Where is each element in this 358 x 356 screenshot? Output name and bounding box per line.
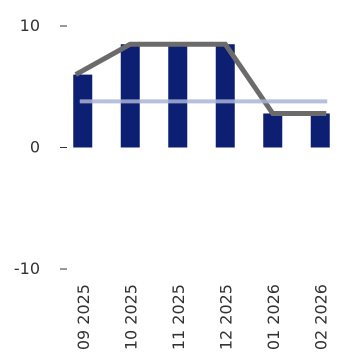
x-tick-label: 11 2025: [169, 284, 188, 350]
x-tick-label: 02 2026: [311, 284, 330, 350]
y-tick-label: -10: [14, 259, 40, 278]
bar: [168, 44, 188, 148]
bar: [215, 44, 235, 148]
bar: [263, 113, 283, 148]
y-axis-labels: 10 0 -10: [14, 16, 40, 278]
bar-series: [73, 44, 330, 148]
line-series: [74, 41, 328, 116]
x-tick-label: 01 2026: [264, 284, 283, 350]
x-tick-label: 10 2025: [121, 284, 140, 350]
bar: [310, 113, 330, 148]
y-tick-label: 0: [30, 138, 40, 157]
x-axis-labels: 09 2025 10 2025 11 2025 12 2025 01 2026 02 20…: [74, 284, 331, 350]
y-tick-label: 10: [20, 16, 40, 35]
x-tick-label: 09 2025: [74, 284, 93, 350]
trend-line: [74, 41, 327, 116]
y-axis-tick-marks: [60, 25, 67, 270]
bar: [120, 44, 140, 148]
x-tick-label: 12 2025: [216, 284, 235, 350]
bar: [73, 74, 93, 148]
